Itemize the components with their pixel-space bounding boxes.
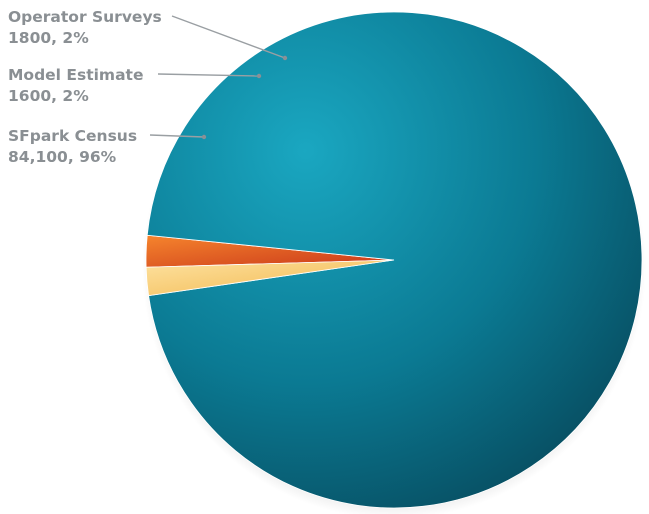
slice-labels: SFpark Census 84,100, 96% Model Estimate 16… <box>8 8 162 166</box>
leader-lines <box>149 15 288 140</box>
leader-dot-model-estimate <box>256 73 262 79</box>
pie-slice-sfpark-census <box>146 11 643 509</box>
leader-dot-sfpark-census <box>201 134 207 140</box>
slice-label-name-operator-surveys: Operator Surveys <box>8 8 162 26</box>
pie-slice-model-estimate <box>145 259 395 297</box>
leader-line-model-estimate <box>157 73 260 77</box>
slice-label-value-operator-surveys: 1800, 2% <box>8 29 89 47</box>
slice-label-name-sfpark-census: SFpark Census <box>8 127 137 145</box>
leader-line-sfpark-census <box>149 134 205 138</box>
slice-label-value-sfpark-census: 84,100, 96% <box>8 148 117 166</box>
leader-dot-operator-surveys <box>282 55 288 61</box>
slice-label-value-model-estimate: 1600, 2% <box>8 87 89 105</box>
leader-line-operator-surveys <box>171 15 286 59</box>
pie-slices <box>145 11 643 509</box>
slice-label-name-model-estimate: Model Estimate <box>8 66 143 84</box>
